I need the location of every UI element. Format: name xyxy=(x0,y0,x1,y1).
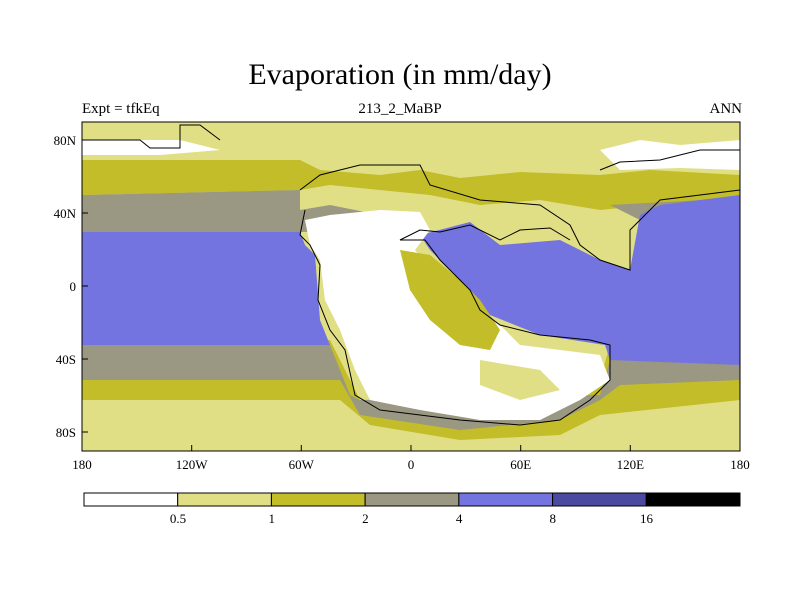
band-light-south xyxy=(82,400,740,451)
lon-tick-label: 0 xyxy=(408,457,415,472)
lat-tick-label: 80S xyxy=(56,425,76,440)
band-blue-west xyxy=(82,232,330,345)
band-grey-south xyxy=(82,345,740,430)
colorbar-box xyxy=(364,492,460,507)
time-label: 213_2_MaBP xyxy=(358,101,442,117)
lon-tick-label: 180 xyxy=(730,457,750,472)
arctic-dry xyxy=(600,140,740,170)
lon-ticks xyxy=(81,445,741,451)
colorbar xyxy=(83,492,741,507)
colorbar-label: 4 xyxy=(456,511,463,526)
lon-tick-label: 180 xyxy=(72,457,92,472)
land-light-patch xyxy=(480,360,560,400)
lat-tick-label: 0 xyxy=(70,279,77,294)
lat-tick-label: 40N xyxy=(54,206,77,221)
season-label: ANN xyxy=(709,101,743,117)
colorbar-label: 1 xyxy=(268,511,275,526)
colorbar-label: 0.5 xyxy=(170,511,186,526)
map-field xyxy=(82,122,740,451)
band-blue-east xyxy=(420,195,740,365)
band-olive-north xyxy=(82,160,740,210)
colorbar-box xyxy=(177,492,272,507)
lat-tick-label: 40S xyxy=(56,352,76,367)
lat-ticks xyxy=(82,139,88,433)
colorbar-label: 16 xyxy=(640,511,654,526)
plot-title: Evaporation (in mm/day) xyxy=(248,58,552,91)
colorbar-box xyxy=(645,492,741,507)
coastline xyxy=(299,164,740,426)
colorbar-box xyxy=(83,492,179,507)
colorbar-box xyxy=(458,492,554,507)
lon-tick-label: 60W xyxy=(289,457,315,472)
colorbar-box xyxy=(270,492,366,507)
colorbar-box xyxy=(552,492,647,507)
lon-tick-label: 120W xyxy=(176,457,209,472)
colorbar-label: 2 xyxy=(362,511,369,526)
lon-tick-label: 120E xyxy=(617,457,645,472)
lat-tick-label: 80N xyxy=(54,133,77,148)
colorbar-label: 8 xyxy=(550,511,557,526)
experiment-label: Expt = tfkEq xyxy=(82,101,160,117)
coastline-north xyxy=(82,124,740,171)
land-olive-patch xyxy=(400,250,500,350)
lon-tick-label: 60E xyxy=(510,457,531,472)
